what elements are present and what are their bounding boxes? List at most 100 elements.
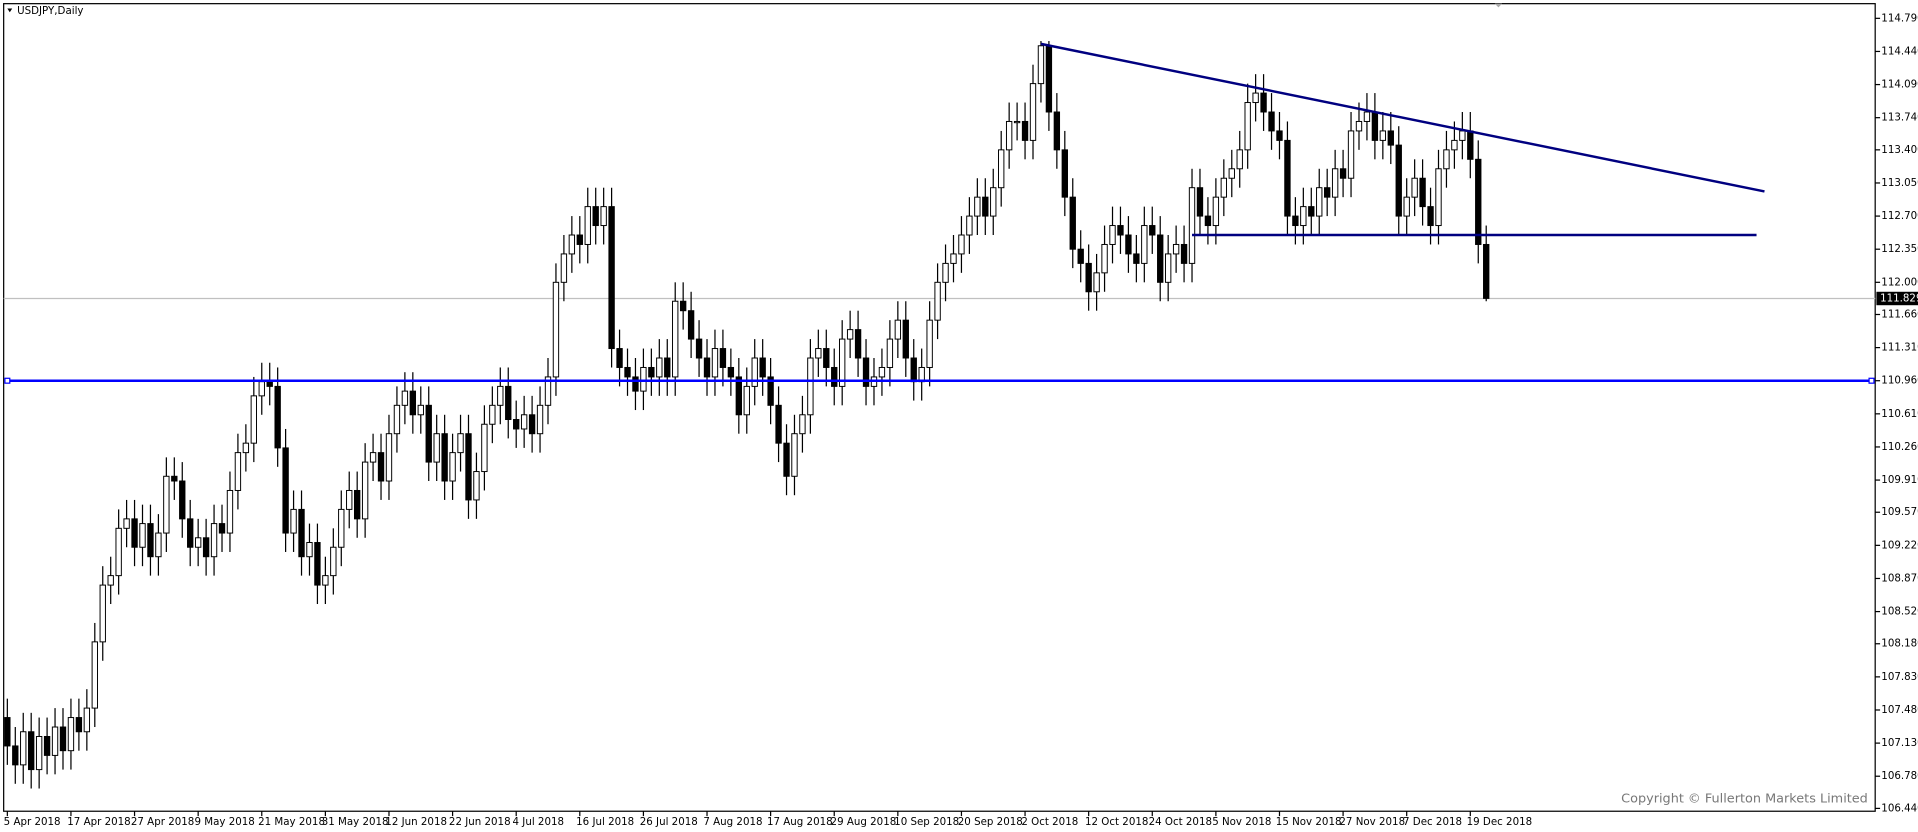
candle-body (695, 338, 703, 359)
candle-body (401, 390, 409, 406)
y-tick-label: 108.520 (1881, 606, 1918, 618)
candle-body (43, 735, 51, 756)
candle-body (1085, 262, 1092, 293)
x-tick-label: 15 Nov 2018 (1276, 816, 1342, 828)
candle-body (576, 234, 583, 245)
candle-body (1300, 206, 1307, 227)
candle-body (1324, 187, 1331, 198)
candle-body (815, 348, 822, 359)
candle-body (1459, 130, 1466, 141)
candle-body (385, 433, 393, 482)
candle-body (322, 575, 329, 586)
x-tick-label: 9 May 2018 (194, 816, 254, 828)
candle-body (727, 366, 735, 378)
candle-body (1157, 234, 1164, 283)
candle-body (1308, 206, 1315, 217)
y-tick-label: 114.090 (1881, 79, 1918, 91)
candle-body (528, 414, 536, 435)
candle-body (338, 508, 345, 548)
candle-body (1180, 243, 1188, 264)
candle-body (107, 575, 114, 586)
candle-body (187, 518, 194, 548)
candle-body (1443, 149, 1450, 170)
x-tick-label: 26 Jul 2018 (640, 816, 698, 828)
y-tick-label: 108.870 (1881, 572, 1918, 584)
candle-body (449, 452, 456, 482)
candle-body (1467, 130, 1474, 160)
candle-body (91, 641, 98, 709)
candle-body (648, 366, 655, 378)
candle-body (632, 376, 639, 392)
candle-body (481, 423, 488, 473)
y-tick-label: 113.400 (1881, 144, 1918, 156)
candle-body (974, 196, 981, 217)
candle-body (139, 523, 146, 548)
y-tick-label: 106.440 (1881, 802, 1918, 814)
candle-body (751, 357, 758, 387)
candle-body (1141, 225, 1148, 264)
candle-body (640, 366, 647, 392)
candle-body (1252, 92, 1259, 104)
candle-body (489, 404, 496, 425)
candle-body (942, 262, 949, 283)
candle-body (1347, 130, 1355, 179)
candle-body (330, 546, 337, 577)
candle-body (274, 385, 281, 449)
x-tick-label: 21 May 2018 (258, 816, 325, 828)
candle-body (409, 390, 417, 416)
y-tick-label: 114.790 (1881, 12, 1918, 24)
candle-body (759, 357, 766, 378)
candle-body (1228, 168, 1235, 179)
candle-body (894, 319, 902, 340)
candle-body (520, 414, 528, 430)
candle-body (584, 206, 591, 245)
candle-body (1005, 120, 1013, 151)
candle-body (59, 726, 67, 752)
watermark: Copyright © Fullerton Markets Limited (1621, 792, 1868, 807)
candle-body (51, 726, 59, 756)
candle-body (497, 385, 504, 406)
candle-body (1395, 144, 1402, 217)
candle-body (179, 480, 186, 520)
y-tick-label: 109.910 (1881, 474, 1918, 486)
candle-body (377, 452, 385, 482)
candle-body (1069, 196, 1076, 250)
candle-body (1220, 177, 1228, 198)
candle-body (1125, 234, 1132, 255)
candle-body (656, 357, 663, 378)
y-tick-label: 110.610 (1881, 408, 1918, 420)
candle-body (4, 717, 11, 747)
x-tick-label: 19 Dec 2018 (1467, 816, 1533, 828)
candle-body (242, 442, 250, 454)
candle-body (544, 376, 552, 406)
candle-body (1021, 120, 1029, 141)
candle-body (202, 537, 210, 558)
candle-body (99, 584, 106, 643)
x-tick-label: 27 Nov 2018 (1339, 816, 1405, 828)
candle-body (1483, 243, 1490, 299)
y-tick-label: 111.660 (1881, 308, 1918, 320)
title-arrow (7, 8, 13, 13)
candle-body (862, 357, 870, 387)
y-tick-label: 107.480 (1881, 704, 1918, 716)
y-tick-label: 108.180 (1881, 638, 1918, 650)
y-tick-label: 113.050 (1881, 177, 1918, 189)
candle-body (958, 234, 965, 255)
candle-body (552, 281, 560, 378)
candle-body (560, 253, 568, 283)
candle-body (250, 395, 257, 444)
candle-body (131, 518, 138, 548)
y-tick-label: 111.310 (1881, 342, 1918, 354)
candle-body (743, 385, 750, 416)
candle-body (115, 527, 122, 577)
candle-body (433, 433, 440, 463)
candle-body (194, 537, 202, 548)
x-tick-label: 5 Apr 2018 (4, 816, 61, 828)
candle-body (1037, 45, 1045, 85)
candle-body (1013, 120, 1021, 124)
y-tick-label: 109.220 (1881, 539, 1918, 551)
candle-body (735, 376, 743, 416)
candle-body (218, 523, 226, 534)
candle-body (306, 542, 313, 558)
